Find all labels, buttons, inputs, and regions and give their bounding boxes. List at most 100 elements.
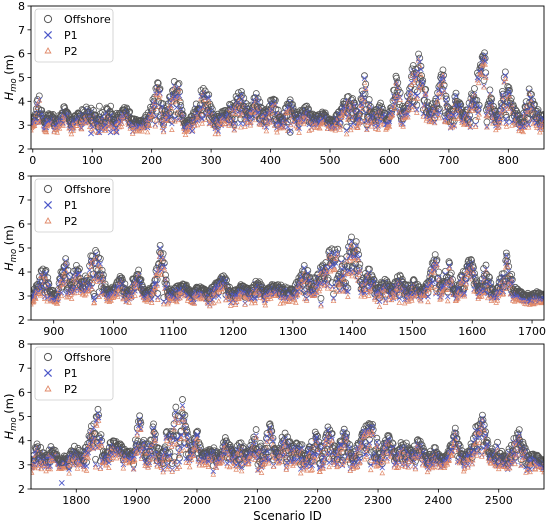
p2-point bbox=[248, 119, 254, 125]
p2-point bbox=[414, 95, 421, 101]
p2-point bbox=[405, 114, 411, 120]
p2-point bbox=[318, 280, 325, 286]
p2-point bbox=[333, 255, 340, 261]
p2-point bbox=[395, 91, 402, 97]
y-tick-label: 8 bbox=[18, 0, 25, 13]
offshore-point bbox=[137, 277, 144, 285]
p2-point bbox=[389, 111, 396, 117]
p2-point bbox=[346, 271, 352, 277]
p2-point bbox=[409, 297, 415, 303]
p2-point bbox=[263, 128, 270, 134]
p2-point bbox=[386, 123, 393, 129]
offshore-point bbox=[286, 128, 294, 136]
p2-point bbox=[64, 294, 70, 300]
p2-point bbox=[153, 91, 159, 97]
offshore-point bbox=[344, 284, 352, 292]
p2-point bbox=[408, 90, 414, 96]
p2-point bbox=[332, 127, 339, 133]
p2-point bbox=[308, 126, 315, 132]
offshore-point bbox=[380, 279, 388, 287]
p1-point bbox=[206, 95, 212, 101]
p2-point bbox=[462, 284, 469, 290]
p2-point bbox=[334, 252, 341, 258]
p2-point bbox=[400, 123, 406, 129]
p2-point bbox=[277, 300, 284, 306]
y-axis-label: Hmo (m) bbox=[2, 55, 19, 101]
p2-point bbox=[155, 270, 162, 276]
legend-marker-p2 bbox=[44, 47, 52, 54]
p1-point bbox=[132, 288, 138, 294]
p2-point bbox=[303, 297, 310, 303]
offshore-point bbox=[65, 110, 72, 118]
offshore-point bbox=[435, 268, 443, 276]
p2-point bbox=[502, 75, 509, 81]
offshore-point bbox=[174, 81, 182, 88]
p2-point bbox=[264, 121, 271, 127]
p2-point bbox=[43, 129, 50, 135]
offshore-point bbox=[503, 113, 510, 121]
p2-point bbox=[206, 303, 213, 309]
offshore-point bbox=[390, 86, 398, 94]
p1-point bbox=[405, 111, 411, 117]
p1-point bbox=[215, 128, 221, 134]
p2-point bbox=[482, 74, 489, 80]
y-tick-label: 3 bbox=[18, 119, 25, 132]
p2-point bbox=[343, 131, 350, 137]
p2-point bbox=[355, 257, 362, 263]
p1-point bbox=[541, 116, 544, 123]
p2-point bbox=[153, 270, 160, 276]
p2-point bbox=[488, 297, 495, 303]
p2-point bbox=[232, 123, 238, 129]
p2-point bbox=[152, 123, 159, 129]
p2-point bbox=[378, 122, 384, 128]
p2-point bbox=[298, 119, 305, 125]
p1-point bbox=[152, 280, 159, 286]
p2-point bbox=[131, 281, 137, 287]
p2-point bbox=[68, 295, 75, 301]
p2-point bbox=[355, 121, 362, 127]
p2-point bbox=[72, 279, 79, 285]
p2-point bbox=[229, 110, 236, 116]
p2-point bbox=[71, 290, 78, 296]
offshore-point bbox=[109, 110, 116, 118]
offshore-point bbox=[440, 81, 448, 89]
p2-point bbox=[361, 293, 368, 299]
p2-point bbox=[32, 295, 39, 301]
p2-point bbox=[191, 300, 198, 306]
p2-point bbox=[257, 294, 263, 300]
p2-point bbox=[337, 123, 344, 129]
p2-point bbox=[88, 263, 95, 269]
p2-point bbox=[436, 115, 443, 121]
p1-point bbox=[86, 283, 92, 289]
offshore-point bbox=[330, 290, 337, 298]
p2-point bbox=[197, 108, 204, 115]
offshore-point bbox=[299, 280, 307, 288]
p2-point bbox=[166, 117, 172, 123]
offshore-point bbox=[418, 72, 425, 79]
p2-point bbox=[168, 105, 175, 111]
p2-point bbox=[247, 122, 254, 128]
p2-point bbox=[144, 296, 151, 302]
p2-point bbox=[252, 300, 259, 306]
p2-point bbox=[146, 122, 153, 129]
p2-point bbox=[231, 127, 238, 133]
p1-point bbox=[113, 129, 120, 136]
p2-point bbox=[185, 128, 192, 134]
p1-point bbox=[296, 125, 302, 132]
p1-point bbox=[218, 122, 224, 129]
x-tick-label: 600 bbox=[379, 154, 400, 167]
offshore-point bbox=[517, 116, 525, 123]
p2-point bbox=[108, 122, 115, 129]
p2-point bbox=[438, 295, 444, 301]
p2-point bbox=[345, 293, 351, 299]
offshore-point bbox=[156, 85, 164, 93]
offshore-point bbox=[240, 94, 248, 102]
p2-point bbox=[232, 301, 239, 307]
p2-point bbox=[341, 276, 348, 282]
p2-point bbox=[169, 126, 175, 132]
offshore-point bbox=[41, 268, 49, 275]
p2-point bbox=[287, 295, 294, 301]
